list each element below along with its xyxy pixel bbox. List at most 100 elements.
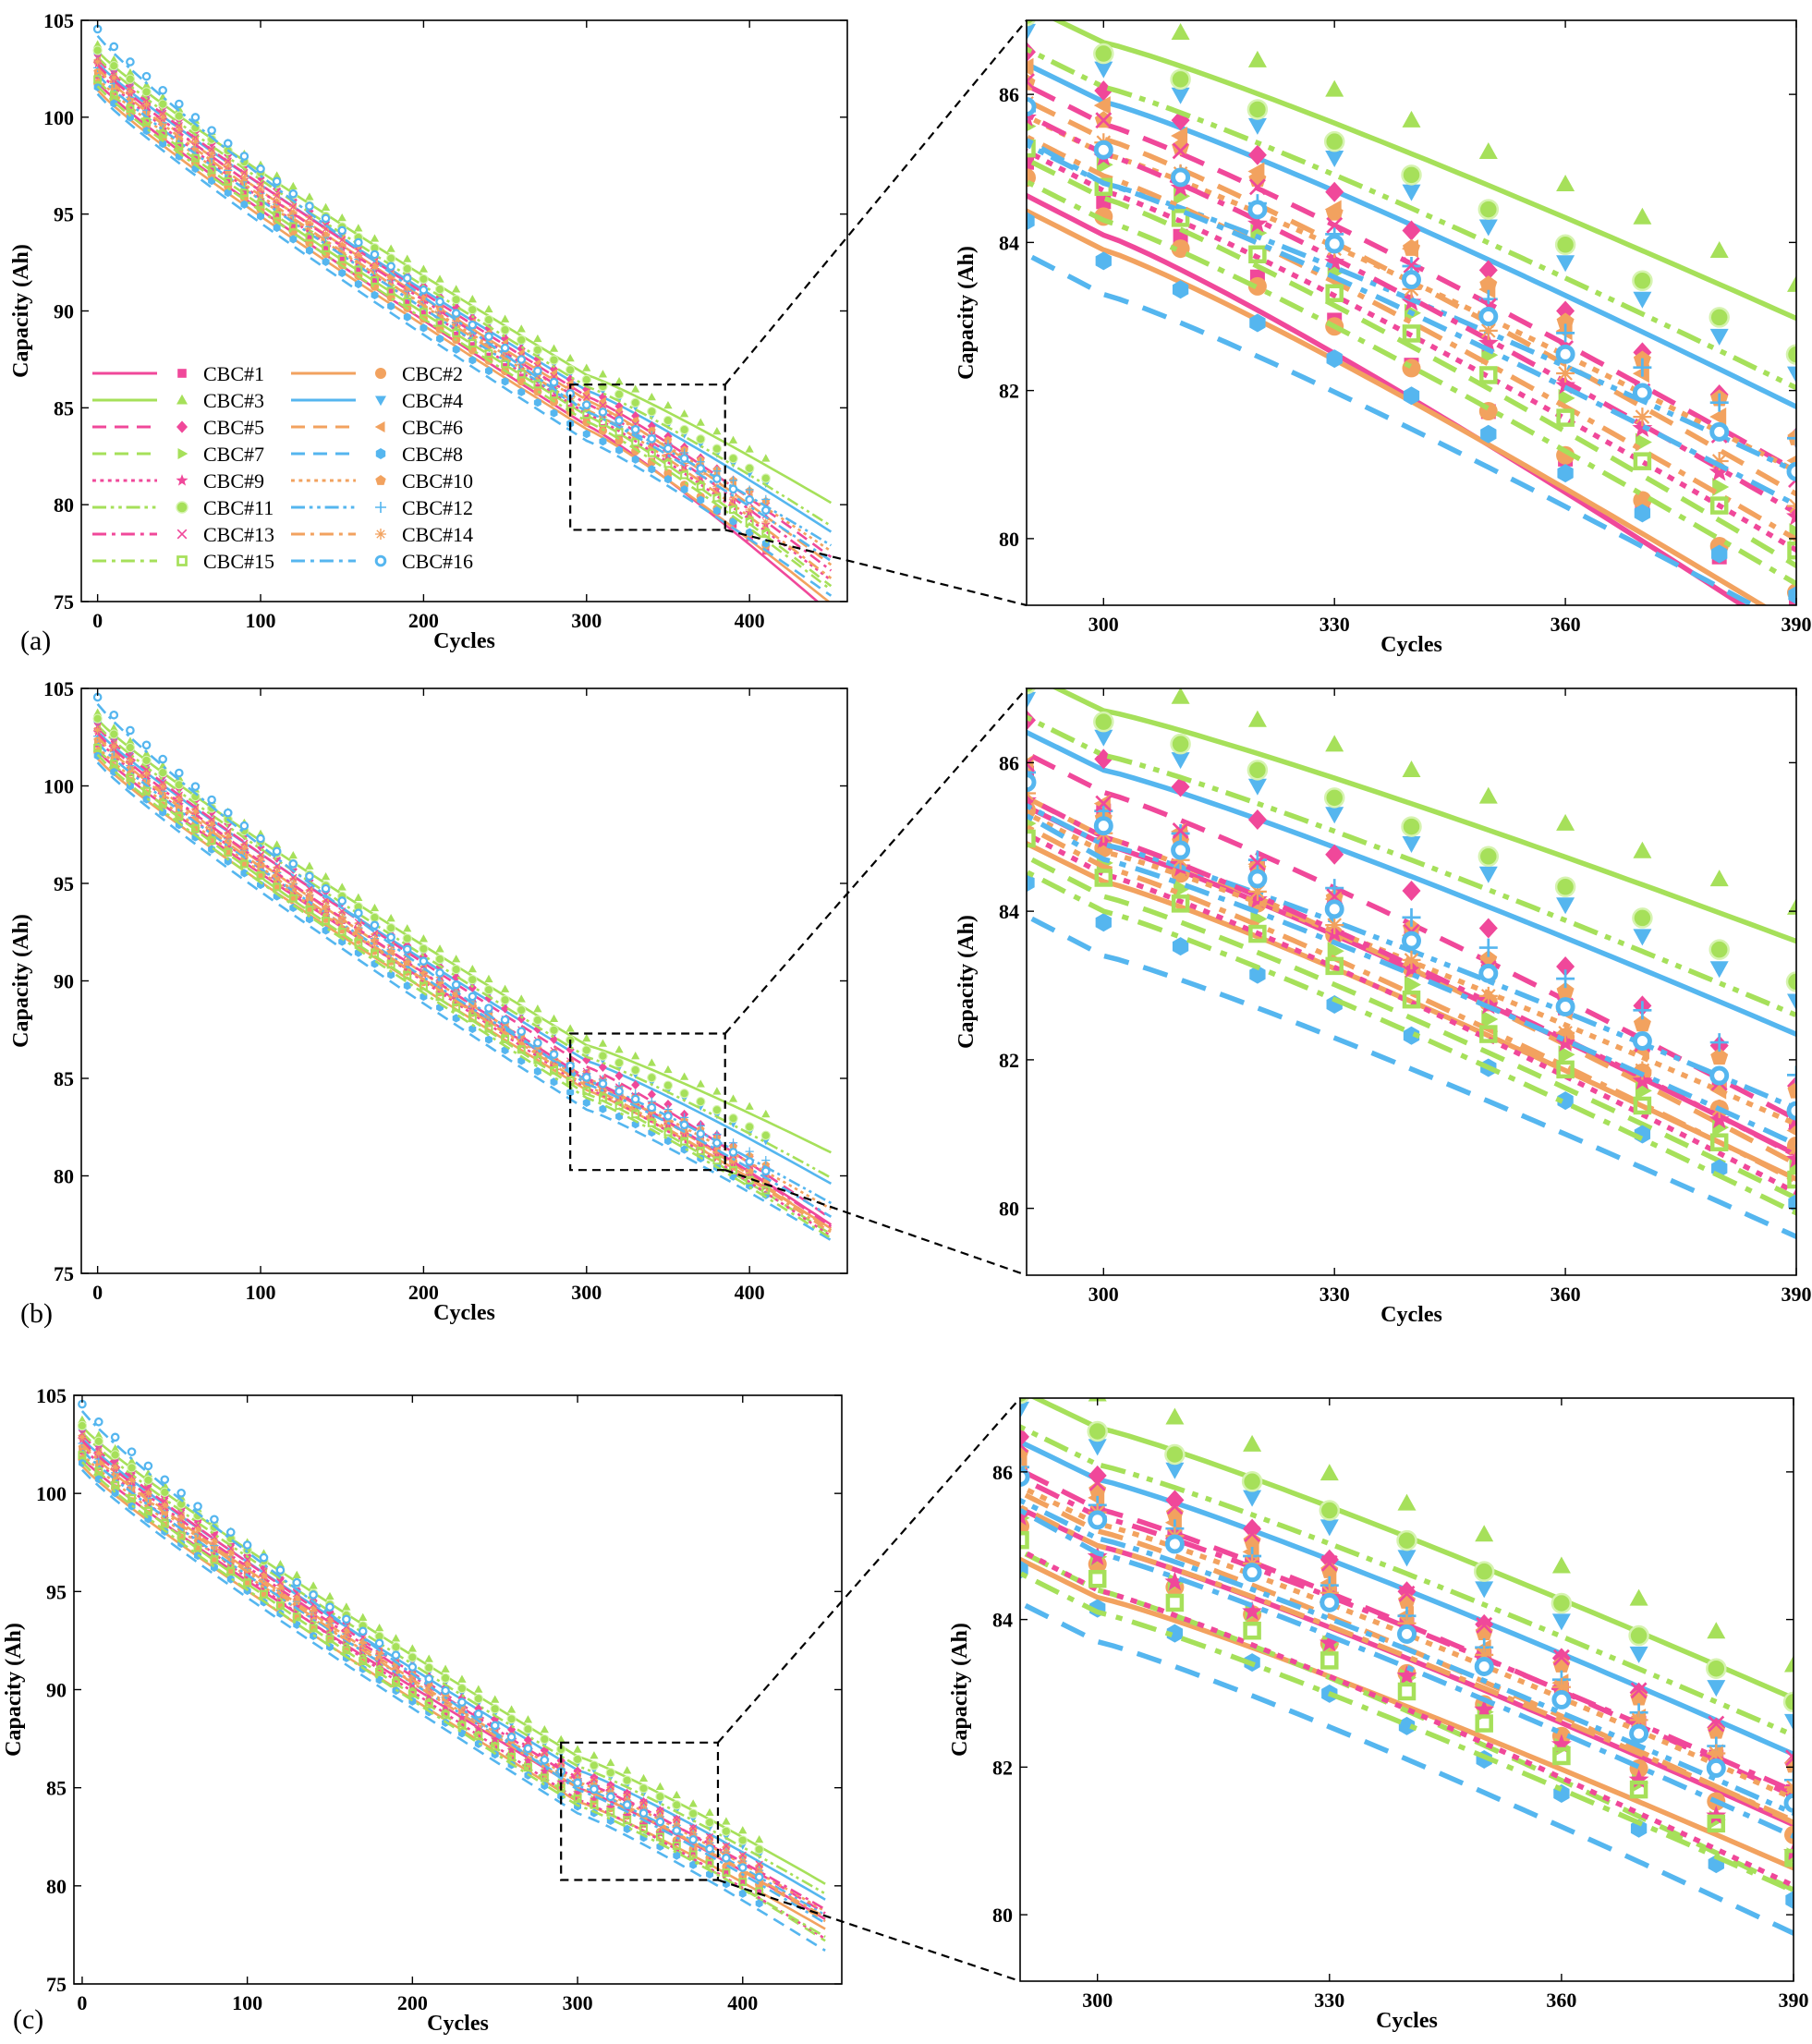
data-point [745, 1147, 754, 1156]
data-point [663, 444, 673, 454]
data-point [1556, 300, 1575, 322]
data-point [387, 970, 395, 979]
data-point [760, 473, 771, 483]
data-point [697, 495, 705, 505]
data-point [141, 100, 152, 110]
data-point [1397, 1624, 1417, 1644]
data-point [404, 299, 411, 307]
data-point [387, 288, 395, 296]
legend-item: CBC#16 [291, 550, 473, 573]
data-point [109, 55, 118, 64]
data-point [532, 1015, 543, 1026]
legend-marker [177, 448, 188, 459]
data-point [722, 1842, 731, 1850]
data-point [141, 740, 152, 750]
series-line [1027, 913, 1796, 1240]
data-point [273, 211, 282, 220]
data-point [359, 1657, 368, 1666]
data-point [1633, 1001, 1652, 1020]
legend-item: CBC#3 [92, 389, 264, 412]
x-tick-label: 300 [1088, 1283, 1119, 1306]
data-point [239, 821, 249, 831]
data-point [370, 912, 380, 923]
data-point [239, 173, 249, 182]
data-point [672, 1841, 681, 1850]
y-tick-label: 105 [43, 9, 74, 32]
data-point [176, 1514, 186, 1523]
series-line [80, 1461, 826, 1939]
x-tick-label: 300 [571, 609, 602, 632]
data-point [275, 1565, 286, 1576]
data-point [1402, 324, 1421, 343]
data-point [1630, 1819, 1648, 1838]
data-point [256, 856, 265, 865]
data-point [729, 505, 738, 515]
data-point [656, 1808, 664, 1817]
data-point [1248, 245, 1267, 264]
panel-a-full: 0 100 200 300 400 75 80 85 90 95 100 105 Cycles Capac… [9, 9, 1028, 653]
y-tick-label: 95 [54, 203, 74, 226]
data-layer [1027, 20, 1796, 605]
data-point [663, 468, 673, 478]
data-point [598, 1079, 608, 1089]
data-point [78, 1415, 87, 1423]
data-point [738, 1878, 748, 1887]
data-point [491, 1714, 500, 1724]
data-point [590, 1777, 599, 1785]
data-point [243, 1578, 252, 1588]
data-point [1397, 1591, 1417, 1609]
data-point [581, 1045, 591, 1055]
data-point [1707, 1744, 1726, 1763]
data-point [403, 312, 411, 322]
data-point [1633, 358, 1652, 377]
series-line [80, 1454, 826, 1942]
data-point [1556, 312, 1575, 330]
series-line [96, 79, 833, 588]
data-point [160, 1475, 170, 1485]
data-point [484, 1035, 493, 1044]
data-point [435, 979, 444, 988]
data-point [745, 444, 754, 453]
data-point [647, 1118, 656, 1127]
data-point [391, 1634, 401, 1642]
x-tick-label: 0 [92, 609, 103, 632]
data-point [614, 1045, 624, 1053]
data-point [598, 1039, 608, 1047]
data-point [92, 45, 103, 55]
data-point [1786, 1149, 1796, 1168]
data-point [288, 894, 298, 903]
data-point [606, 1758, 615, 1767]
series-line [1027, 156, 1796, 569]
data-point [403, 284, 412, 293]
data-point [614, 416, 624, 425]
legend-item: CBC#4 [291, 389, 463, 412]
data-point [127, 1463, 137, 1473]
data-point [728, 1094, 738, 1102]
data-point [737, 1876, 748, 1885]
series-line [96, 50, 833, 505]
data-point [1551, 1613, 1571, 1631]
legend-item: CBC#14 [291, 523, 473, 546]
data-point [1088, 1465, 1107, 1486]
data-point [338, 268, 347, 278]
data-point [533, 334, 542, 343]
x-axis-label: Cycles [433, 1301, 495, 1325]
data-point [273, 840, 282, 848]
data-point [506, 1714, 517, 1724]
data-point [622, 1775, 632, 1785]
data-point [1164, 1443, 1186, 1466]
data-point [738, 1889, 747, 1898]
data-point [1712, 477, 1730, 496]
data-point [523, 1744, 533, 1754]
data-point [1478, 333, 1499, 352]
data-point [109, 760, 118, 769]
data-point [484, 349, 493, 359]
data-point [1633, 491, 1652, 510]
data-point [754, 1872, 764, 1882]
data-point [474, 1714, 483, 1723]
data-point [1094, 729, 1113, 747]
data-point [223, 139, 233, 149]
data-point [158, 85, 168, 95]
data-point [517, 1045, 526, 1054]
data-point [1323, 130, 1345, 152]
